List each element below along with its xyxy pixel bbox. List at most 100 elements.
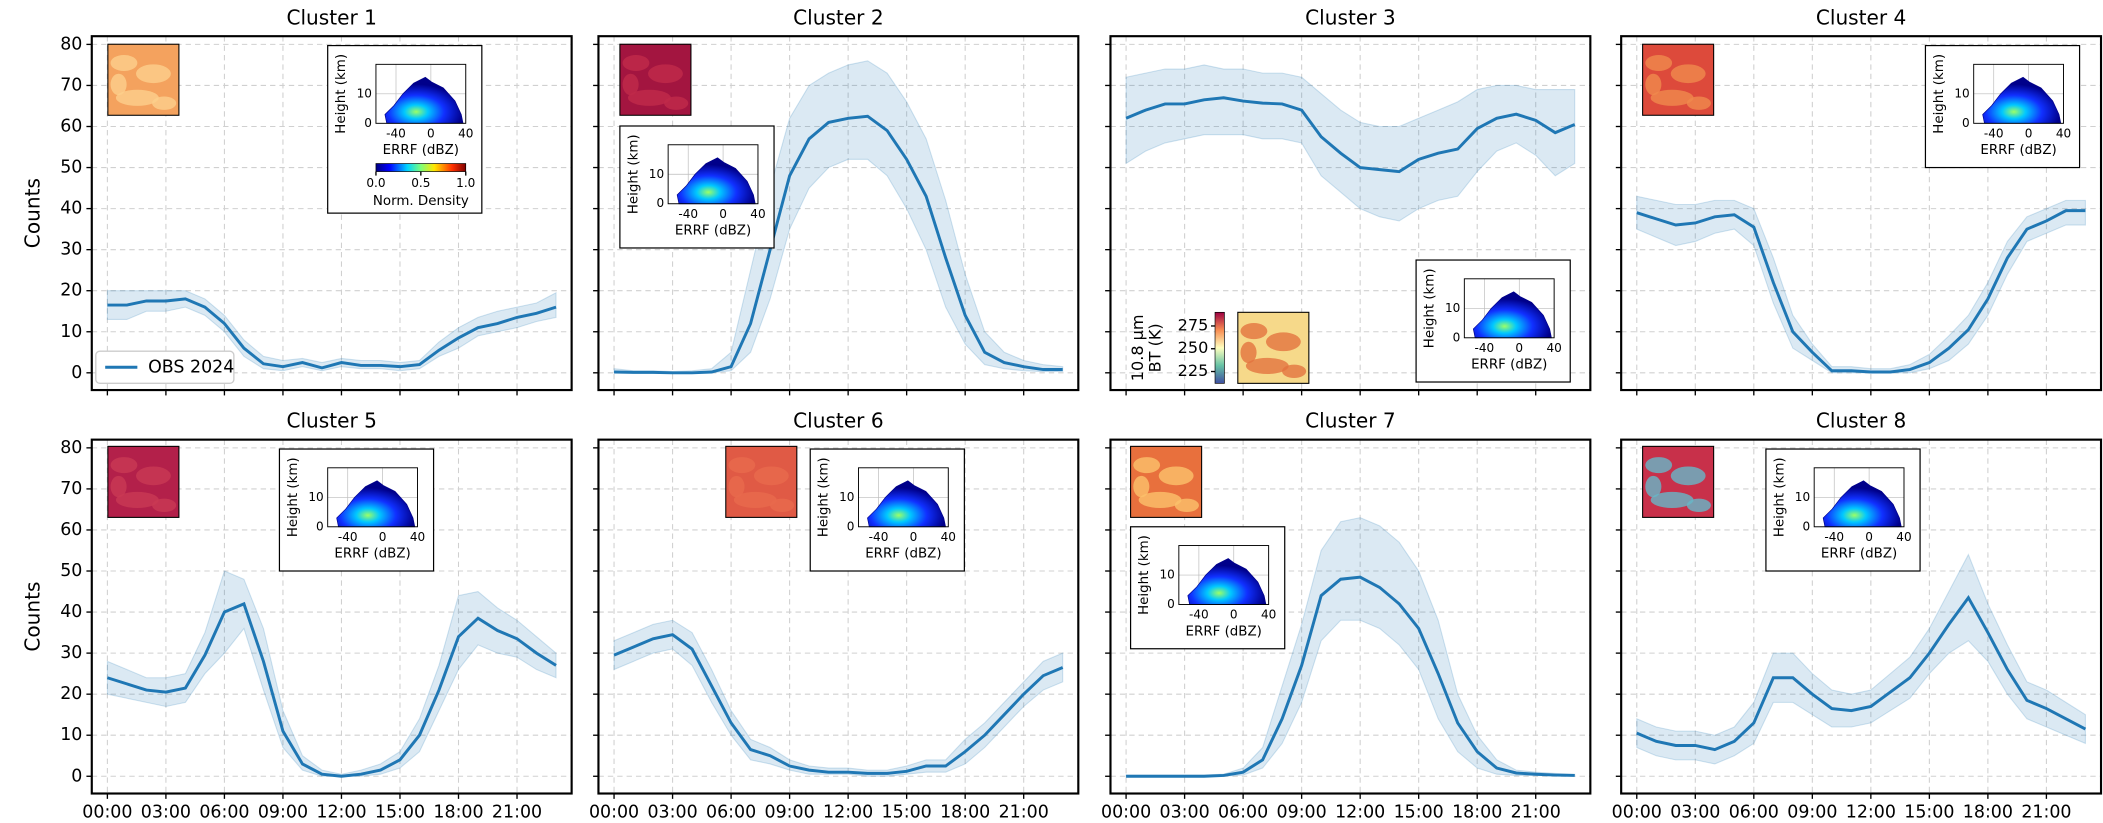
- thumbnail-patch: [115, 89, 159, 106]
- inset-x-tick-label: 0: [719, 207, 727, 221]
- thumbnail-patch: [1645, 73, 1662, 96]
- colorbar-tick-label: 0.0: [366, 176, 385, 190]
- inset-x-label: ERRF (dBZ): [1471, 358, 1547, 373]
- thumbnail-frame: [107, 43, 180, 116]
- colorbar-tick-label: 225: [1178, 361, 1209, 380]
- thumbnail-patch: [733, 491, 777, 509]
- x-tick-label: 15:00: [375, 802, 425, 822]
- inset-y-tick-label: 10: [649, 167, 664, 181]
- thumbnail-patch: [1650, 491, 1694, 509]
- inset-y-label: Height (km): [286, 457, 301, 537]
- inset-x-tick-label: 0: [2025, 127, 2033, 141]
- colorbar: [375, 163, 467, 172]
- inset-frame: [1813, 467, 1905, 528]
- thumbnail-patch: [1670, 64, 1706, 84]
- inset-x-tick-label: 0: [427, 127, 435, 141]
- inset-y-tick-label: 0: [364, 116, 372, 130]
- inset-x-tick-label: -40: [1189, 608, 1209, 622]
- inset-y-label: Height (km): [626, 134, 641, 214]
- thumbnail-patch: [136, 64, 171, 84]
- y-tick-label: 70: [60, 75, 82, 95]
- inset-y-tick-label: 0: [316, 519, 324, 533]
- inset-y-label: Height (km): [1772, 457, 1787, 537]
- inset-box: [327, 44, 483, 214]
- thumbnail-patch: [1138, 491, 1182, 509]
- line: [614, 114, 1063, 375]
- inset-x-label: ERRF (dBZ): [383, 143, 459, 158]
- inset-density: [336, 480, 416, 528]
- colorbar: [1214, 311, 1225, 384]
- thumbnail-patch: [1240, 323, 1268, 340]
- band: [106, 570, 557, 777]
- thumbnail-patch: [1686, 498, 1711, 513]
- thumbnail-patch: [136, 466, 171, 486]
- x-tick-label: 21:00: [1511, 802, 1561, 822]
- y-tick-label: 10: [60, 322, 82, 342]
- inset-x-tick-label: -40: [869, 530, 889, 544]
- thumbnail-frame: [1237, 311, 1310, 384]
- y-tick-label: 60: [60, 117, 82, 137]
- plot-frame: [1620, 35, 2103, 392]
- inset-x-tick-label: -40: [1475, 341, 1495, 355]
- thumbnail-frame: [725, 445, 798, 518]
- inset-x-tick-label: 0: [1230, 608, 1238, 622]
- inset-frame: [375, 63, 467, 124]
- y-tick-label: 80: [60, 438, 82, 458]
- y-tick-label: 30: [60, 643, 82, 663]
- inset-y-tick-label: 10: [308, 490, 323, 504]
- inset-x-label: ERRF (dBZ): [1821, 547, 1897, 562]
- inset-x-label: ERRF (dBZ): [1186, 624, 1262, 639]
- inset-y-tick-label: 0: [847, 519, 855, 533]
- band: [1125, 64, 1576, 222]
- x-tick-label: 00:00: [82, 802, 132, 822]
- inset-frame: [1463, 278, 1555, 339]
- thumbnail-frame: [1130, 445, 1203, 518]
- panel-title: Cluster 4: [1816, 5, 1907, 29]
- thumbnail-patch: [728, 475, 745, 498]
- y-tick-label: 50: [60, 561, 82, 581]
- thumbnail-patch: [627, 89, 671, 106]
- inset-x-tick-label: 40: [1896, 530, 1911, 544]
- thumbnail-frame: [1642, 43, 1715, 116]
- thumbnail-patch: [1174, 498, 1199, 513]
- x-tick-label: 06:00: [706, 802, 756, 822]
- line: [107, 297, 557, 370]
- x-tick-label: 09:00: [1277, 802, 1327, 822]
- x-tick-label: 06:00: [1218, 802, 1268, 822]
- legend-box: [95, 350, 235, 385]
- y-tick-label: 20: [60, 281, 82, 301]
- inset-y-label: Height (km): [817, 457, 832, 537]
- band: [1125, 517, 1576, 777]
- inset-x-tick-label: 40: [1546, 341, 1561, 355]
- band: [106, 290, 557, 372]
- inset-x-label: ERRF (dBZ): [865, 547, 941, 562]
- line: [1636, 594, 2087, 752]
- thumbnail-patch: [622, 54, 650, 72]
- inset-y-tick-label: 0: [1167, 597, 1175, 611]
- inset-x-tick-label: -40: [1984, 127, 2004, 141]
- line: [1636, 209, 2086, 374]
- thumbnail-patch: [1282, 364, 1307, 378]
- inset-density: [867, 480, 947, 528]
- x-tick-label: 00:00: [1101, 802, 1151, 822]
- inset-y-label: Height (km): [1137, 535, 1152, 615]
- thumbnail-patch: [110, 457, 138, 474]
- inset-x-tick-label: 40: [458, 127, 473, 141]
- colorbar-label: Norm. Density: [373, 194, 469, 209]
- inset-y-tick-label: 0: [1453, 330, 1461, 344]
- plot-frame: [90, 35, 573, 392]
- inset-x-tick-label: -40: [1824, 530, 1844, 544]
- thumbnail-patch: [1158, 466, 1194, 486]
- inset-density: [676, 157, 756, 205]
- thumbnail-patch: [770, 498, 795, 513]
- inset-x-tick-label: -40: [386, 127, 406, 141]
- thumbnail-patch: [110, 475, 127, 498]
- thumbnail-patch: [622, 73, 639, 96]
- inset-frame: [858, 467, 949, 528]
- inset-y-tick-label: 10: [357, 86, 372, 100]
- x-tick-label: 12:00: [316, 802, 366, 822]
- y-tick-label: 0: [71, 766, 82, 786]
- thumbnail-patch: [648, 64, 683, 84]
- panel-title: Cluster 6: [793, 409, 884, 433]
- inset-x-label: ERRF (dBZ): [675, 224, 751, 239]
